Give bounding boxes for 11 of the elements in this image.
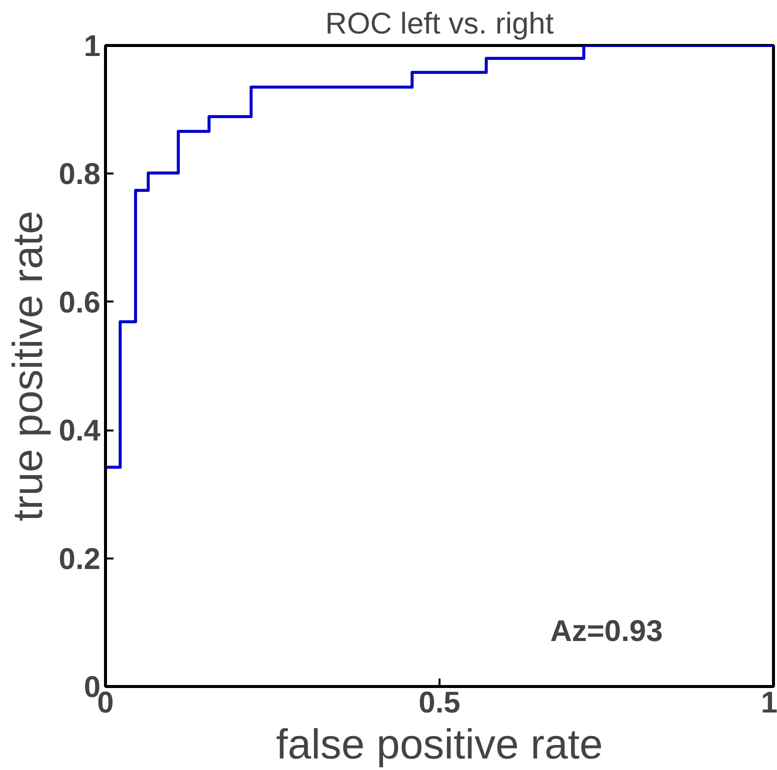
- x-tick-label: 0.5: [418, 686, 460, 720]
- y-axis-title: true positive rate: [4, 210, 51, 522]
- y-tick-label: 1: [84, 30, 101, 63]
- chart-title: ROC left vs. right: [325, 8, 554, 40]
- y-tick-label: 0.2: [58, 542, 101, 576]
- y-tick-label: 0.6: [58, 286, 101, 320]
- x-tick-label: 1: [760, 686, 777, 720]
- y-tick-label: 0.8: [58, 158, 101, 192]
- annotation: Az=0.93: [550, 615, 663, 648]
- x-axis-title: false positive rate: [276, 720, 603, 768]
- y-tick-label: 0.4: [58, 414, 101, 448]
